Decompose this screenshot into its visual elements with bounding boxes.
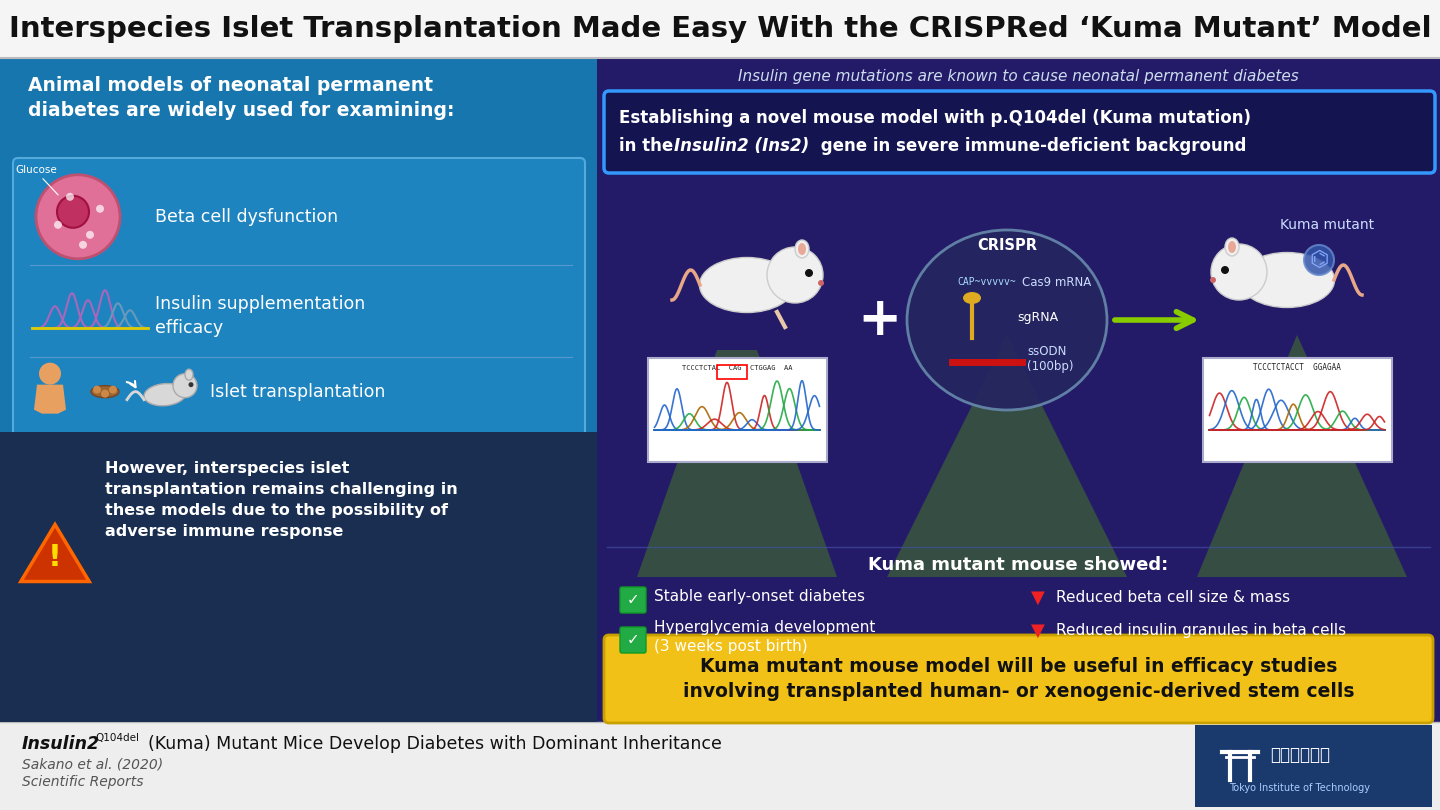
- Circle shape: [96, 205, 104, 213]
- Ellipse shape: [91, 386, 120, 398]
- Circle shape: [1211, 244, 1267, 300]
- Text: Establishing a novel mouse model with p.Q104del (Kuma mutation): Establishing a novel mouse model with p.…: [619, 109, 1251, 127]
- Text: ✓: ✓: [626, 592, 639, 608]
- Circle shape: [66, 193, 73, 201]
- Text: ssODN
(100bp): ssODN (100bp): [1027, 345, 1073, 373]
- Text: in the: in the: [619, 137, 680, 155]
- Circle shape: [86, 231, 94, 239]
- FancyBboxPatch shape: [0, 0, 1440, 58]
- Circle shape: [94, 386, 101, 394]
- Text: Kuma mutant mouse model will be useful in efficacy studies
involving transplante: Kuma mutant mouse model will be useful i…: [683, 657, 1354, 701]
- Text: Kuma mutant: Kuma mutant: [1280, 218, 1374, 232]
- Circle shape: [36, 175, 120, 259]
- Text: (Kuma) Mutant Mice Develop Diabetes with Dominant Inheritance: (Kuma) Mutant Mice Develop Diabetes with…: [148, 735, 721, 753]
- Text: +: +: [857, 294, 901, 346]
- Ellipse shape: [1225, 238, 1238, 256]
- Text: sgRNA: sgRNA: [1017, 312, 1058, 325]
- Text: Reduced insulin granules in beta cells: Reduced insulin granules in beta cells: [1056, 624, 1346, 638]
- Polygon shape: [20, 525, 89, 582]
- Ellipse shape: [795, 240, 809, 258]
- Ellipse shape: [907, 230, 1107, 410]
- Text: Tokyo Institute of Technology: Tokyo Institute of Technology: [1230, 783, 1371, 793]
- Text: Insulin2: Insulin2: [22, 735, 101, 753]
- Text: Hyperglycemia development
(3 weeks post birth): Hyperglycemia development (3 weeks post …: [654, 620, 876, 654]
- Circle shape: [805, 269, 814, 277]
- Ellipse shape: [184, 369, 193, 380]
- Circle shape: [818, 280, 824, 286]
- Text: However, interspecies islet
transplantation remains challenging in
these models : However, interspecies islet transplantat…: [105, 461, 458, 539]
- Text: TCCCTCTAC  CAG  CTGGAG  AA: TCCCTCTAC CAG CTGGAG AA: [681, 365, 792, 371]
- Text: Q104del: Q104del: [95, 733, 140, 743]
- Text: TCCCTCTACCT  GGAGAA: TCCCTCTACCT GGAGAA: [1253, 364, 1341, 373]
- FancyBboxPatch shape: [621, 627, 647, 653]
- Circle shape: [58, 196, 89, 228]
- Ellipse shape: [144, 384, 186, 406]
- FancyBboxPatch shape: [1202, 358, 1391, 462]
- Text: 東京工業大学: 東京工業大学: [1270, 747, 1331, 765]
- Text: ▼: ▼: [1031, 622, 1045, 640]
- Text: Beta cell dysfunction: Beta cell dysfunction: [156, 208, 338, 226]
- Text: Stable early-onset diabetes: Stable early-onset diabetes: [654, 590, 865, 604]
- Ellipse shape: [1228, 241, 1236, 253]
- FancyBboxPatch shape: [1195, 725, 1431, 807]
- Ellipse shape: [963, 292, 981, 304]
- Text: ▼: ▼: [1031, 589, 1045, 607]
- Text: Insulin supplementation
efficacy: Insulin supplementation efficacy: [156, 296, 366, 337]
- FancyBboxPatch shape: [648, 358, 827, 462]
- Circle shape: [189, 382, 193, 387]
- Polygon shape: [1197, 335, 1407, 577]
- Text: Insulin gene mutations are known to cause neonatal permanent diabetes: Insulin gene mutations are known to caus…: [739, 69, 1299, 83]
- FancyBboxPatch shape: [0, 432, 598, 722]
- Text: Cas9 mRNA: Cas9 mRNA: [1022, 275, 1092, 288]
- Circle shape: [1221, 266, 1228, 274]
- Text: Islet transplantation: Islet transplantation: [210, 382, 386, 401]
- Text: Glucose: Glucose: [16, 164, 56, 175]
- Text: Kuma mutant mouse showed:: Kuma mutant mouse showed:: [868, 556, 1169, 574]
- Text: CAP~vvvvv~: CAP~vvvvv~: [958, 277, 1015, 287]
- Text: Insulin2 (Ins2): Insulin2 (Ins2): [674, 137, 809, 155]
- Text: Scientific Reports: Scientific Reports: [22, 775, 144, 789]
- Polygon shape: [636, 350, 837, 577]
- Circle shape: [39, 363, 60, 385]
- FancyBboxPatch shape: [13, 158, 585, 437]
- Polygon shape: [887, 335, 1128, 577]
- FancyBboxPatch shape: [621, 587, 647, 613]
- Polygon shape: [35, 385, 66, 414]
- Text: Reduced beta cell size & mass: Reduced beta cell size & mass: [1056, 590, 1290, 606]
- Text: Animal models of neonatal permanent
diabetes are widely used for examining:: Animal models of neonatal permanent diab…: [27, 76, 455, 120]
- Text: Sakano et al. (2020): Sakano et al. (2020): [22, 757, 163, 771]
- Ellipse shape: [1305, 245, 1333, 275]
- Text: ⌬: ⌬: [1309, 250, 1329, 270]
- Text: gene in severe immune-deficient background: gene in severe immune-deficient backgrou…: [815, 137, 1247, 155]
- Ellipse shape: [700, 258, 795, 313]
- Text: CRISPR: CRISPR: [976, 237, 1037, 253]
- Text: ✓: ✓: [626, 633, 639, 647]
- FancyBboxPatch shape: [603, 91, 1436, 173]
- Circle shape: [79, 241, 86, 249]
- Circle shape: [173, 373, 197, 398]
- Circle shape: [101, 390, 109, 398]
- Circle shape: [1210, 277, 1215, 283]
- FancyBboxPatch shape: [0, 722, 1440, 810]
- Circle shape: [55, 221, 62, 228]
- Text: Interspecies Islet Transplantation Made Easy With the CRISPRed ‘Kuma Mutant’ Mod: Interspecies Islet Transplantation Made …: [9, 15, 1431, 43]
- Ellipse shape: [798, 243, 806, 255]
- Ellipse shape: [1240, 253, 1335, 308]
- Circle shape: [109, 386, 117, 394]
- FancyBboxPatch shape: [0, 58, 598, 722]
- Circle shape: [768, 247, 824, 303]
- Text: !: !: [48, 544, 62, 573]
- FancyBboxPatch shape: [603, 635, 1433, 723]
- FancyBboxPatch shape: [598, 58, 1440, 722]
